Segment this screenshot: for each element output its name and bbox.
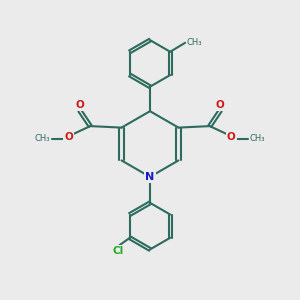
Text: N: N	[146, 172, 154, 182]
Text: CH₃: CH₃	[187, 38, 202, 47]
Text: O: O	[75, 100, 84, 110]
Text: O: O	[64, 133, 73, 142]
Text: CH₃: CH₃	[35, 134, 50, 143]
Text: Cl: Cl	[112, 246, 124, 256]
Text: O: O	[216, 100, 225, 110]
Text: CH₃: CH₃	[250, 134, 265, 143]
Text: O: O	[227, 133, 236, 142]
